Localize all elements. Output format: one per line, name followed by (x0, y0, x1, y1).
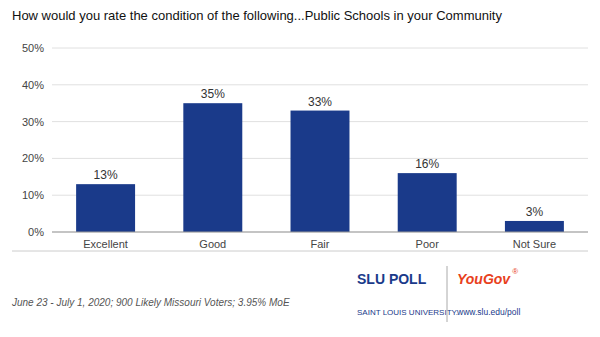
y-tick-label: 20% (22, 152, 44, 164)
bar (76, 184, 135, 232)
data-label: 35% (201, 87, 225, 101)
y-tick-label: 0% (28, 226, 44, 238)
x-tick-label: Fair (311, 238, 330, 250)
bar (291, 111, 350, 232)
logo-yougov: YouGov (457, 271, 511, 287)
logo-slu-poll: SLU POLL (357, 271, 427, 287)
chart: How would you rate the condition of the … (0, 0, 600, 337)
x-tick-label: Excellent (83, 238, 128, 250)
data-label: 13% (94, 168, 118, 182)
y-tick-label: 10% (22, 189, 44, 201)
x-tick-label: Not Sure (513, 238, 556, 250)
page: {"chart_data": { "type": "bar", "title":… (0, 0, 600, 337)
footnote: June 23 - July 1, 2020; 900 Likely Misso… (11, 297, 290, 308)
bar (183, 103, 242, 232)
grid (52, 48, 588, 232)
y-tick-label: 50% (22, 42, 44, 54)
title: How would you rate the condition of the … (12, 8, 502, 23)
data-label: 33% (308, 95, 332, 109)
x-axis: Excellent Good Fair Poor Not Sure (83, 238, 556, 250)
x-tick-label: Good (199, 238, 226, 250)
logo-url: www.slu.edu/poll (456, 307, 520, 317)
bars (76, 103, 564, 232)
y-tick-label: 30% (22, 116, 44, 128)
separator (12, 251, 588, 252)
x-axis-line (52, 232, 588, 233)
logo-registered: ® (512, 267, 518, 276)
y-tick-label: 40% (22, 79, 44, 91)
grid-line (52, 84, 588, 85)
bar (505, 221, 564, 232)
y-axis: 0% 10% 20% 30% 40% 50% (22, 42, 44, 238)
data-label: 3% (526, 205, 544, 219)
x-tick-label: Poor (416, 238, 440, 250)
bar (398, 173, 457, 232)
grid-line (52, 48, 588, 49)
data-labels: 13% 35% 33% 16% 3% (94, 87, 544, 219)
logo-slu-sub: SAINT LOUIS UNIVERSITY. (357, 308, 458, 317)
grid-line (52, 232, 588, 233)
footer: June 23 - July 1, 2020; 900 Likely Misso… (11, 266, 520, 322)
data-label: 16% (415, 157, 439, 171)
logo-divider (447, 266, 448, 322)
